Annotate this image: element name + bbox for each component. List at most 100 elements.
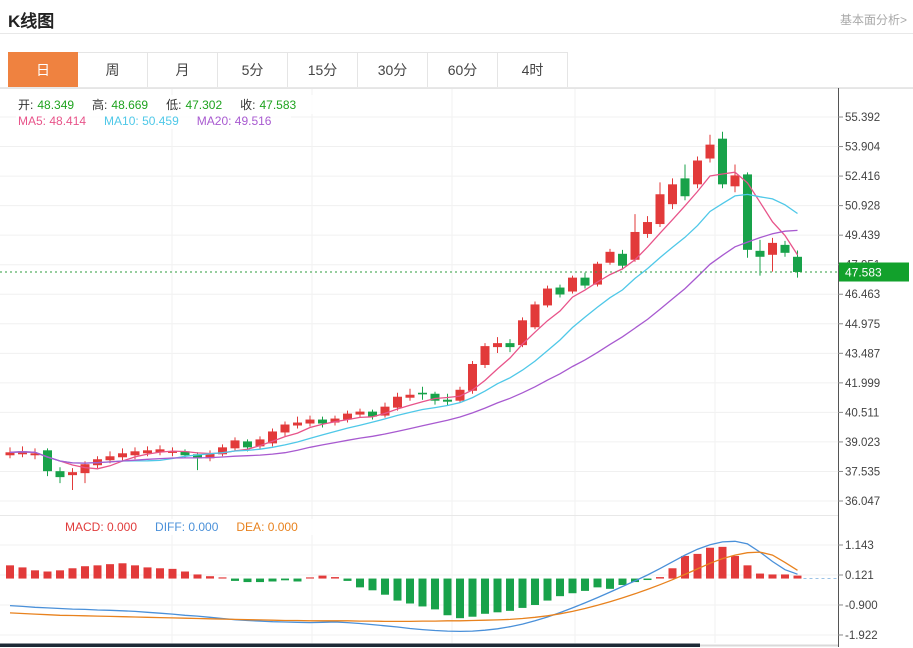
macd-bar[interactable] <box>6 565 14 579</box>
macd-bar[interactable] <box>281 578 289 581</box>
candle-body[interactable] <box>143 450 152 454</box>
candle-body[interactable] <box>243 441 252 448</box>
candle-body[interactable] <box>280 424 290 433</box>
macd-bar[interactable] <box>406 578 414 604</box>
macd-bar[interactable] <box>718 546 727 579</box>
candle-body[interactable] <box>555 287 565 295</box>
macd-bar[interactable] <box>343 578 352 581</box>
candle-body[interactable] <box>743 174 752 250</box>
tab-item-0[interactable]: 日 <box>8 52 78 88</box>
candle-body[interactable] <box>518 320 527 346</box>
candle-body[interactable] <box>568 277 577 292</box>
macd-bar[interactable] <box>393 578 402 601</box>
tab-item-2[interactable]: 月 <box>148 52 218 88</box>
macd-bar[interactable] <box>168 568 177 579</box>
macd-bar[interactable] <box>43 571 52 579</box>
tab-item-7[interactable]: 4时 <box>498 52 568 88</box>
candle-body[interactable] <box>493 343 502 348</box>
candle-body[interactable] <box>18 451 27 455</box>
candle-body[interactable] <box>693 160 702 185</box>
candle-body[interactable] <box>268 431 277 444</box>
candle-body[interactable] <box>218 447 227 455</box>
candle-body[interactable] <box>305 419 315 424</box>
candle-body[interactable] <box>468 363 477 391</box>
candle-body[interactable] <box>343 413 352 420</box>
candle-body[interactable] <box>480 346 490 365</box>
candle-body[interactable] <box>618 253 627 266</box>
candle-body[interactable] <box>705 144 715 159</box>
candle-body[interactable] <box>755 250 765 257</box>
macd-bar[interactable] <box>656 577 664 579</box>
candle-body[interactable] <box>718 138 727 185</box>
candle-body[interactable] <box>543 288 552 306</box>
macd-bar[interactable] <box>781 574 789 579</box>
macd-bar[interactable] <box>768 574 777 579</box>
macd-bar[interactable] <box>81 566 89 579</box>
macd-bar[interactable] <box>731 555 739 579</box>
candle-body[interactable] <box>443 399 452 402</box>
candle-body[interactable] <box>230 440 240 449</box>
candle-body[interactable] <box>55 471 65 478</box>
tab-item-3[interactable]: 5分 <box>218 52 288 88</box>
tab-item-4[interactable]: 15分 <box>288 52 358 88</box>
candle-body[interactable] <box>580 277 590 286</box>
candle-body[interactable] <box>780 244 790 253</box>
macd-bar[interactable] <box>268 578 277 582</box>
candle-body[interactable] <box>118 453 127 458</box>
candle-body[interactable] <box>330 418 340 423</box>
candle-body[interactable] <box>630 231 640 260</box>
macd-bar[interactable] <box>331 577 339 579</box>
macd-bar[interactable] <box>181 571 189 579</box>
macd-bar[interactable] <box>581 578 589 591</box>
macd-bar[interactable] <box>143 567 152 579</box>
macd-bar[interactable] <box>568 578 577 594</box>
macd-bar[interactable] <box>218 577 227 579</box>
macd-bar[interactable] <box>443 578 452 616</box>
macd-bar[interactable] <box>756 573 764 579</box>
macd-bar[interactable] <box>643 578 652 581</box>
macd-bar[interactable] <box>256 578 264 583</box>
macd-bar[interactable] <box>31 570 39 579</box>
fundamental-analysis-link[interactable]: 基本面分析> <box>839 13 907 27</box>
candle-body[interactable] <box>80 464 90 474</box>
kline-chart[interactable]: 55.39253.90452.41650.92849.43947.95146.4… <box>0 88 913 648</box>
candle-body[interactable] <box>205 453 215 459</box>
macd-bar[interactable] <box>556 578 564 597</box>
macd-bar[interactable] <box>381 578 389 595</box>
candle-body[interactable] <box>593 263 602 285</box>
macd-bar[interactable] <box>356 578 364 588</box>
candle-body[interactable] <box>455 389 465 401</box>
macd-bar[interactable] <box>306 577 314 579</box>
macd-bar[interactable] <box>368 578 377 591</box>
candle-body[interactable] <box>43 450 52 472</box>
macd-bar[interactable] <box>668 568 677 579</box>
macd-bar[interactable] <box>193 574 202 579</box>
macd-bar[interactable] <box>793 575 802 579</box>
macd-bar[interactable] <box>456 578 464 619</box>
macd-bar[interactable] <box>418 578 427 607</box>
macd-bar[interactable] <box>206 576 214 579</box>
macd-bar[interactable] <box>93 565 102 579</box>
macd-bar[interactable] <box>543 578 552 601</box>
macd-bar[interactable] <box>518 578 527 608</box>
candle-body[interactable] <box>643 222 652 234</box>
candle-body[interactable] <box>193 454 202 459</box>
candle-body[interactable] <box>530 304 540 328</box>
macd-bar[interactable] <box>56 570 64 579</box>
macd-bar[interactable] <box>131 565 139 579</box>
candle-body[interactable] <box>418 392 427 395</box>
candle-body[interactable] <box>130 451 140 456</box>
tab-item-6[interactable]: 60分 <box>428 52 498 88</box>
macd-bar[interactable] <box>68 568 77 579</box>
macd-bar[interactable] <box>493 578 502 613</box>
candle-body[interactable] <box>605 251 615 263</box>
macd-bar[interactable] <box>468 578 477 617</box>
candle-body[interactable] <box>655 194 665 225</box>
candle-body[interactable] <box>105 456 115 461</box>
macd-bar[interactable] <box>531 578 539 605</box>
macd-bar[interactable] <box>681 555 689 579</box>
candle-body[interactable] <box>255 439 265 447</box>
macd-bar[interactable] <box>18 567 27 579</box>
macd-bar[interactable] <box>593 578 602 588</box>
candle-body[interactable] <box>668 184 677 205</box>
